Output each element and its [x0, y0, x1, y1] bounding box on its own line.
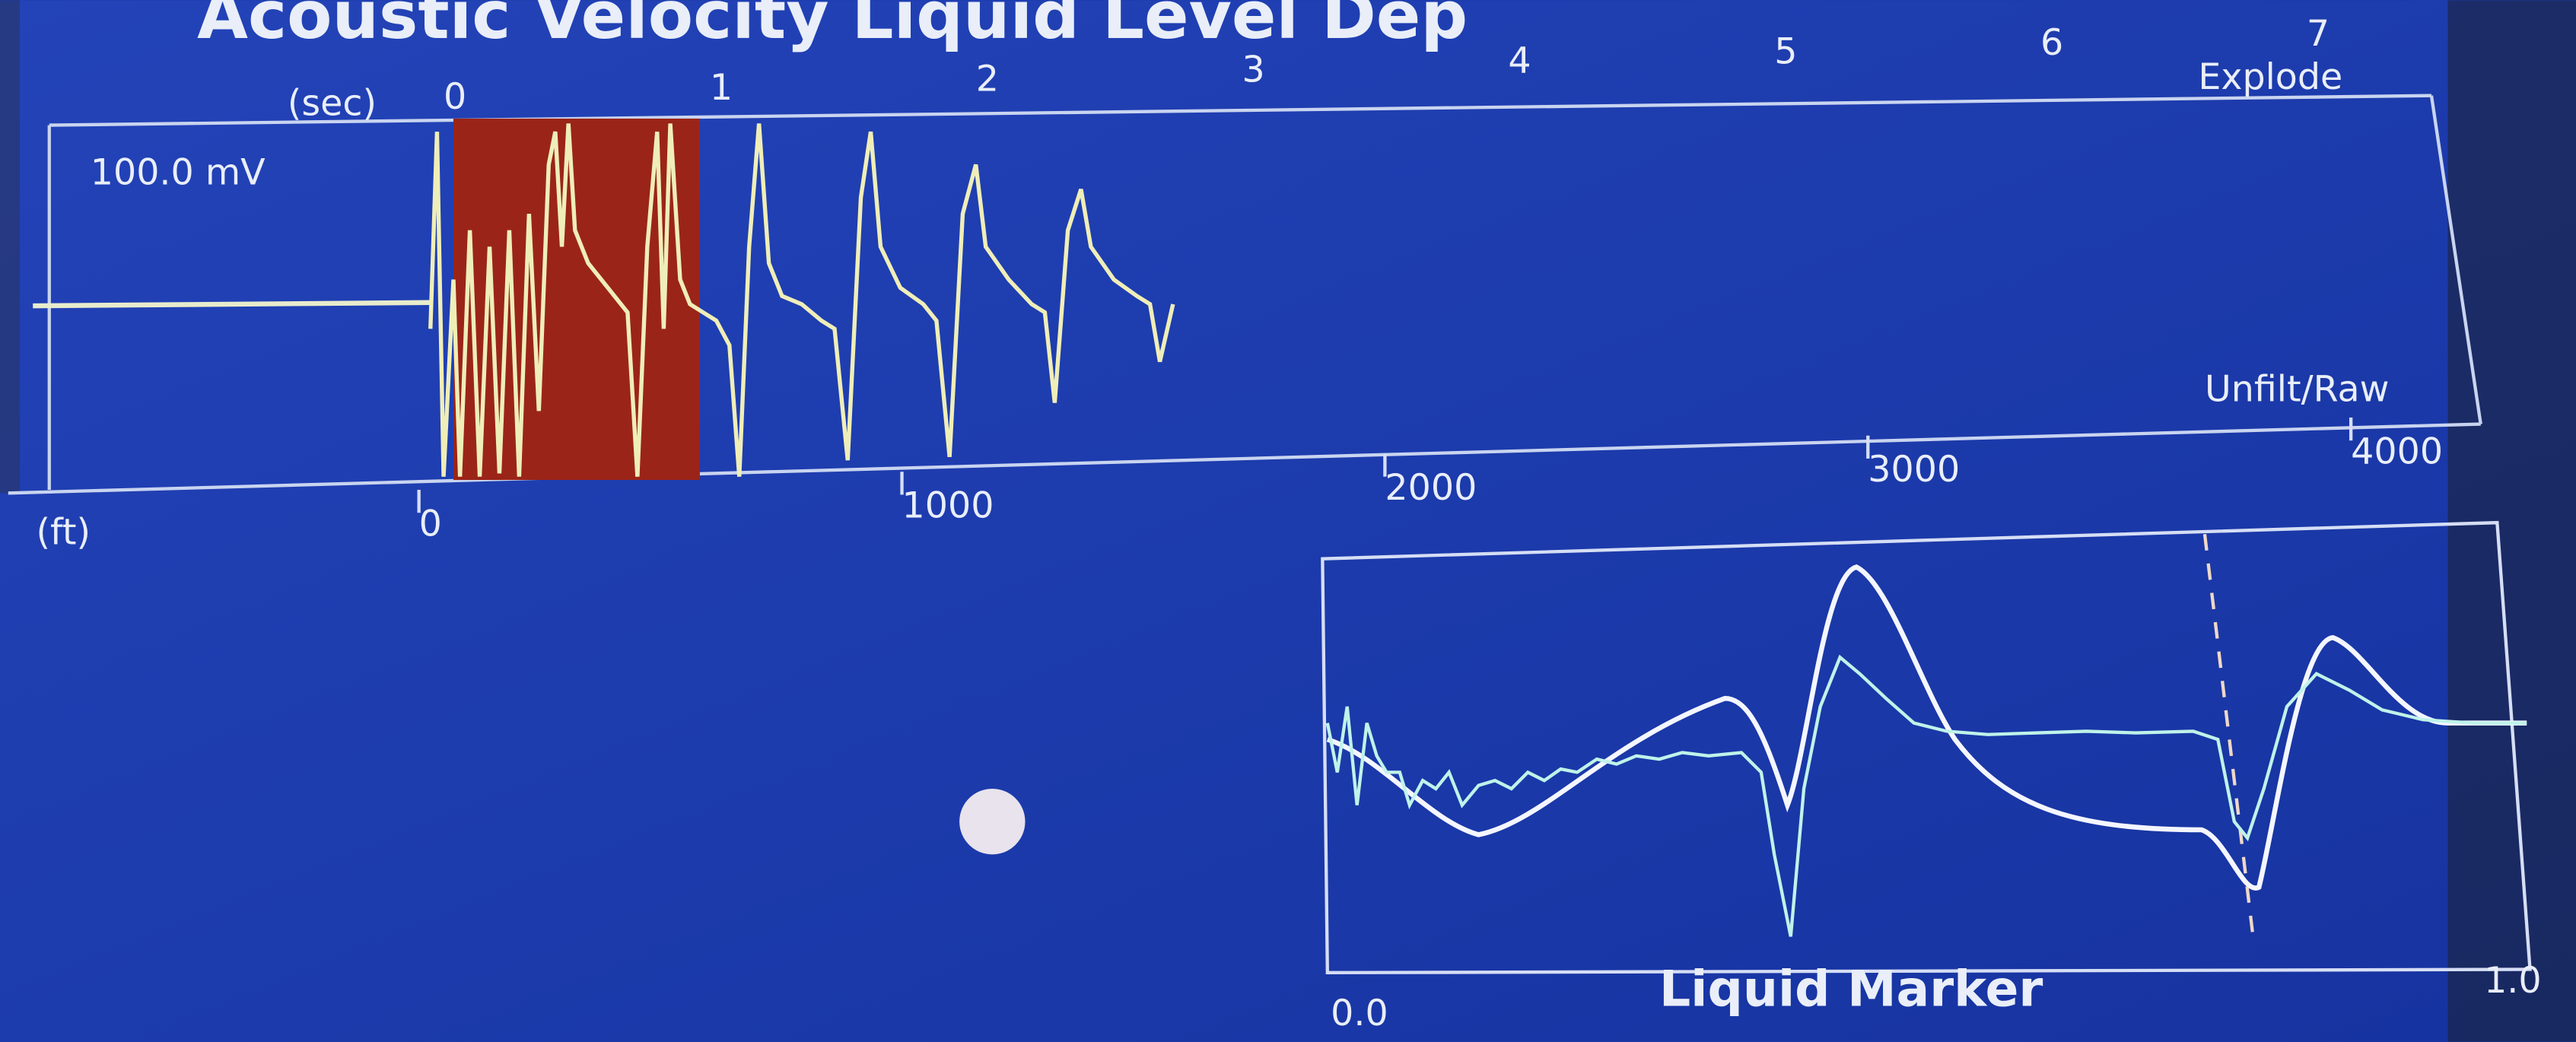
title: Acoustic Velocity Liquid Level Dep: [197, 0, 1468, 54]
time-tick-label: 1: [710, 67, 733, 109]
depth-tick-label: 2000: [1385, 467, 1477, 509]
time-tick-label: 3: [1242, 49, 1265, 91]
marker-label: Liquid Marker: [1659, 961, 2043, 1018]
time-tick-label: 5: [1774, 31, 1797, 73]
glare: [959, 789, 1025, 854]
depth-unit: (ft): [37, 511, 91, 553]
marker-end: 1.0: [2484, 960, 2542, 1002]
depth-tick-label: 4000: [2351, 430, 2443, 472]
baseline-trace: [33, 303, 431, 306]
time-tick-label: 4: [1508, 40, 1531, 82]
depth-tick-label: 0: [419, 503, 442, 545]
time-tick-label: 2: [976, 58, 999, 100]
depth-tick-label: 3000: [1868, 449, 1960, 491]
mode-bottom: Unfilt/Raw: [2205, 368, 2390, 410]
screen: Acoustic Velocity Liquid Level Dep (sec)…: [0, 0, 2576, 1042]
time-tick-label: 6: [2040, 22, 2063, 64]
time-tick-label: 0: [444, 76, 466, 118]
time-tick-label: 7: [2307, 13, 2330, 55]
bezel-left: [0, 0, 20, 493]
marker-start: 0.0: [1331, 993, 1388, 1034]
background: [0, 0, 2576, 1041]
time-unit: (sec): [288, 83, 377, 125]
bezel: [2448, 0, 2576, 1041]
depth-tick-label: 1000: [902, 485, 994, 527]
mode-top: Explode: [2198, 56, 2342, 98]
scale-label: 100.0 mV: [91, 151, 266, 193]
